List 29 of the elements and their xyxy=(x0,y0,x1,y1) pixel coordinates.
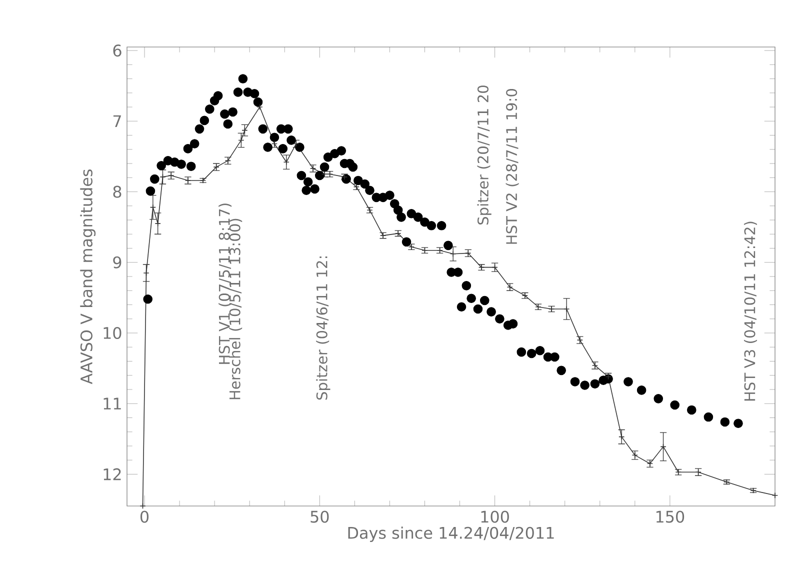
y-axis-title: AAVSO V band magnitudes xyxy=(80,170,96,384)
point xyxy=(150,204,156,210)
point xyxy=(283,159,290,166)
x-axis-title: Days since 14.24/04/2011 xyxy=(348,526,554,542)
annotation: HST V3 (04/10/11 12:42) xyxy=(744,222,757,401)
annotation: HST V2 (28/7/11 19:0 xyxy=(506,89,519,244)
point xyxy=(238,137,244,144)
y-tick-label: 12 xyxy=(104,468,121,480)
point xyxy=(143,270,150,276)
point xyxy=(660,444,666,450)
annotation: Spitzer (20/7/11 20 xyxy=(477,86,492,225)
annotation: Herschel (10/5/11 13:00) xyxy=(229,218,242,400)
x-tick-label: 100 xyxy=(481,510,509,523)
y-tick-label: 11 xyxy=(104,398,121,410)
x-tick-label: 0 xyxy=(140,510,149,523)
point xyxy=(450,250,456,257)
point xyxy=(256,104,263,110)
y-tick-label: 7 xyxy=(113,115,121,127)
annotation: Spitzer (04/6/11 12: xyxy=(316,256,330,400)
point xyxy=(618,434,625,440)
y-tick-label: 10 xyxy=(104,326,122,340)
point xyxy=(160,174,166,180)
point xyxy=(564,306,570,312)
y-tick-label: 8 xyxy=(113,186,122,198)
y-tick-label: 6 xyxy=(113,44,122,57)
y-tick-label: 9 xyxy=(113,256,122,268)
x-tick-label: 50 xyxy=(310,510,329,523)
x-tick-label: 150 xyxy=(656,510,684,523)
point xyxy=(242,127,248,134)
